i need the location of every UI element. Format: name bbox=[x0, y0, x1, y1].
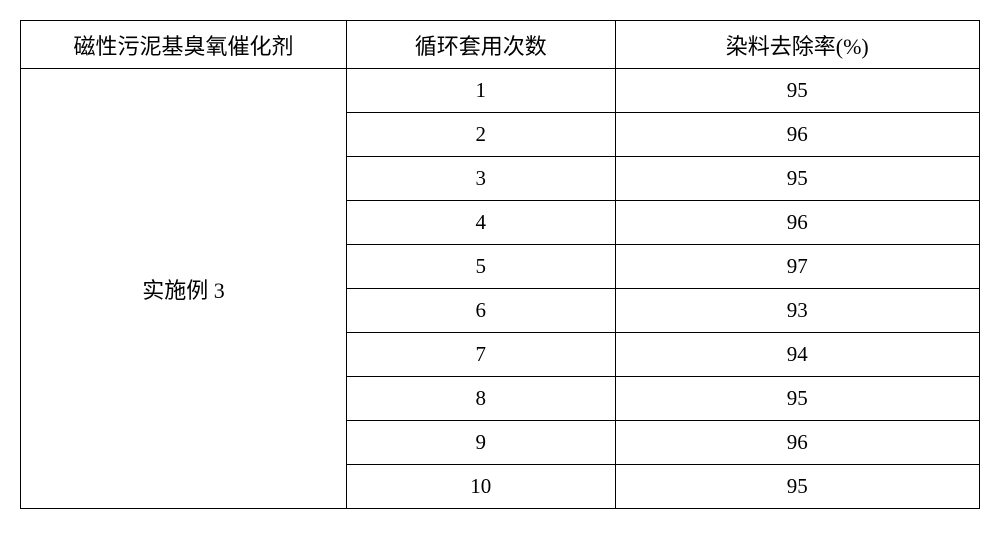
cycle-cell: 2 bbox=[347, 113, 616, 157]
table-row: 实施例 3 1 95 bbox=[21, 69, 980, 113]
removal-cell: 95 bbox=[615, 465, 979, 509]
table-header-row: 磁性污泥基臭氧催化剂 循环套用次数 染料去除率(%) bbox=[21, 21, 980, 69]
removal-cell: 94 bbox=[615, 333, 979, 377]
header-catalyst: 磁性污泥基臭氧催化剂 bbox=[21, 21, 347, 69]
catalyst-data-table: 磁性污泥基臭氧催化剂 循环套用次数 染料去除率(%) 实施例 3 1 95 2 … bbox=[20, 20, 980, 509]
cycle-cell: 3 bbox=[347, 157, 616, 201]
cycle-cell: 6 bbox=[347, 289, 616, 333]
cycle-cell: 7 bbox=[347, 333, 616, 377]
header-cycle-count: 循环套用次数 bbox=[347, 21, 616, 69]
example-label-cell: 实施例 3 bbox=[21, 69, 347, 509]
data-table-container: 磁性污泥基臭氧催化剂 循环套用次数 染料去除率(%) 实施例 3 1 95 2 … bbox=[20, 20, 980, 509]
removal-cell: 93 bbox=[615, 289, 979, 333]
removal-cell: 96 bbox=[615, 421, 979, 465]
removal-cell: 95 bbox=[615, 69, 979, 113]
cycle-cell: 5 bbox=[347, 245, 616, 289]
cycle-cell: 9 bbox=[347, 421, 616, 465]
cycle-cell: 1 bbox=[347, 69, 616, 113]
removal-cell: 96 bbox=[615, 113, 979, 157]
cycle-cell: 10 bbox=[347, 465, 616, 509]
removal-cell: 96 bbox=[615, 201, 979, 245]
cycle-cell: 8 bbox=[347, 377, 616, 421]
removal-cell: 95 bbox=[615, 377, 979, 421]
removal-cell: 95 bbox=[615, 157, 979, 201]
header-removal-rate: 染料去除率(%) bbox=[615, 21, 979, 69]
cycle-cell: 4 bbox=[347, 201, 616, 245]
removal-cell: 97 bbox=[615, 245, 979, 289]
